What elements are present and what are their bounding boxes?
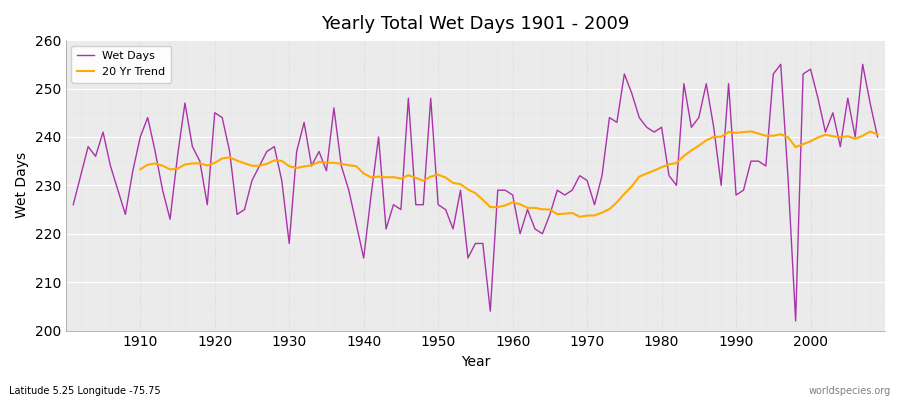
Wet Days <box>597 173 608 178</box>
Wet Days <box>128 168 139 173</box>
Wet Days <box>500 188 510 192</box>
Wet Days <box>775 62 786 67</box>
20 Yr Trend <box>135 167 146 172</box>
Wet Days <box>292 149 302 154</box>
Title: Yearly Total Wet Days 1901 - 2009: Yearly Total Wet Days 1901 - 2009 <box>321 15 630 33</box>
Text: worldspecies.org: worldspecies.org <box>809 386 891 396</box>
20 Yr Trend <box>574 214 585 219</box>
20 Yr Trend <box>306 163 317 168</box>
X-axis label: Year: Year <box>461 355 491 369</box>
Wet Days <box>68 202 78 207</box>
Line: Wet Days: Wet Days <box>73 64 878 321</box>
Wet Days <box>508 193 518 198</box>
20 Yr Trend <box>515 202 526 207</box>
Wet Days <box>336 164 346 168</box>
Legend: Wet Days, 20 Yr Trend: Wet Days, 20 Yr Trend <box>71 46 171 82</box>
20 Yr Trend <box>745 129 756 134</box>
20 Yr Trend <box>850 136 860 141</box>
20 Yr Trend <box>276 158 287 163</box>
Wet Days <box>790 318 801 323</box>
20 Yr Trend <box>827 134 838 139</box>
Line: 20 Yr Trend: 20 Yr Trend <box>140 131 877 217</box>
20 Yr Trend <box>581 213 592 218</box>
Text: Latitude 5.25 Longitude -75.75: Latitude 5.25 Longitude -75.75 <box>9 386 160 396</box>
20 Yr Trend <box>872 132 883 137</box>
Wet Days <box>872 134 883 139</box>
Y-axis label: Wet Days: Wet Days <box>15 152 29 218</box>
